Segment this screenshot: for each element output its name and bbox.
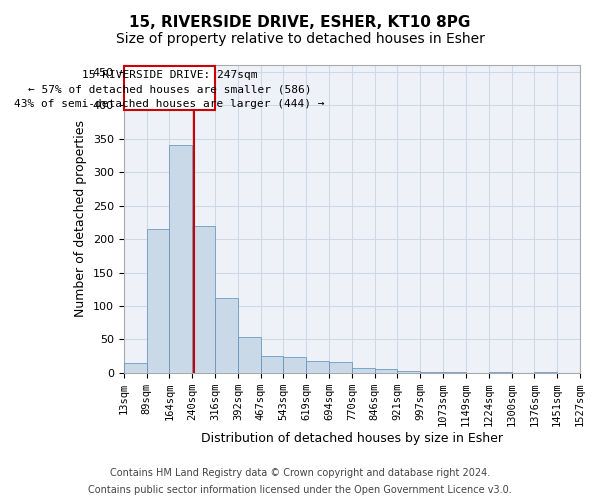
Text: Contains public sector information licensed under the Open Government Licence v3: Contains public sector information licen… [88,485,512,495]
Text: 15, RIVERSIDE DRIVE, ESHER, KT10 8PG: 15, RIVERSIDE DRIVE, ESHER, KT10 8PG [130,15,470,30]
Bar [260,356,283,373]
Bar [420,372,443,373]
Bar [397,371,420,373]
Bar [283,357,307,373]
Text: Size of property relative to detached houses in Esher: Size of property relative to detached ho… [116,32,484,46]
Bar [192,226,215,373]
Bar [488,372,512,373]
Bar [352,368,375,373]
FancyBboxPatch shape [124,66,215,110]
Text: 43% of semi-detached houses are larger (444) →: 43% of semi-detached houses are larger (… [14,98,325,108]
Text: Contains HM Land Registry data © Crown copyright and database right 2024.: Contains HM Land Registry data © Crown c… [110,468,490,477]
X-axis label: Distribution of detached houses by size in Esher: Distribution of detached houses by size … [201,432,503,445]
Bar [375,369,397,373]
Bar [169,146,192,373]
Bar [443,372,466,373]
Bar [215,298,238,373]
Bar [146,229,169,373]
Bar [307,361,329,373]
Bar [535,372,557,373]
Text: ← 57% of detached houses are smaller (586): ← 57% of detached houses are smaller (58… [28,84,311,94]
Text: 15 RIVERSIDE DRIVE: 247sqm: 15 RIVERSIDE DRIVE: 247sqm [82,70,257,80]
Bar [329,362,352,373]
Bar [238,338,260,373]
Bar [124,363,146,373]
Y-axis label: Number of detached properties: Number of detached properties [74,120,88,318]
